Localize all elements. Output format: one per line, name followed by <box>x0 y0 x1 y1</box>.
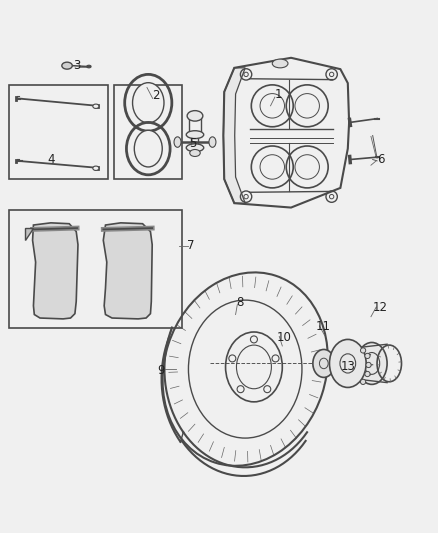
Ellipse shape <box>93 166 99 171</box>
Text: 2: 2 <box>152 89 159 102</box>
Text: 3: 3 <box>74 59 81 72</box>
Text: 8: 8 <box>236 296 244 309</box>
Circle shape <box>360 379 366 384</box>
PathPatch shape <box>103 223 152 319</box>
Ellipse shape <box>186 131 204 139</box>
Circle shape <box>366 362 371 368</box>
Text: 7: 7 <box>187 239 194 252</box>
Bar <box>10 85 108 179</box>
Text: 10: 10 <box>276 331 291 344</box>
Ellipse shape <box>62 62 72 69</box>
Text: 12: 12 <box>372 302 387 314</box>
Bar <box>10 210 182 328</box>
Ellipse shape <box>186 144 204 152</box>
Ellipse shape <box>313 350 335 377</box>
Ellipse shape <box>190 149 200 157</box>
Ellipse shape <box>93 104 99 108</box>
Ellipse shape <box>329 340 366 387</box>
Text: 6: 6 <box>377 153 384 166</box>
Text: 13: 13 <box>340 360 355 373</box>
Ellipse shape <box>174 137 181 147</box>
Text: 5: 5 <box>189 137 197 150</box>
Ellipse shape <box>272 59 288 68</box>
Ellipse shape <box>187 111 203 121</box>
Text: 9: 9 <box>158 364 165 377</box>
Ellipse shape <box>357 343 387 384</box>
PathPatch shape <box>32 223 78 319</box>
Text: 4: 4 <box>47 153 55 166</box>
Text: 1: 1 <box>274 87 282 101</box>
Ellipse shape <box>134 130 162 167</box>
Circle shape <box>365 372 370 377</box>
Ellipse shape <box>209 137 216 147</box>
PathPatch shape <box>25 228 33 240</box>
Circle shape <box>365 353 370 359</box>
Ellipse shape <box>133 83 164 123</box>
Circle shape <box>360 348 366 353</box>
PathPatch shape <box>223 68 245 203</box>
Bar <box>114 85 182 179</box>
Text: 11: 11 <box>315 320 330 333</box>
Ellipse shape <box>87 65 91 68</box>
